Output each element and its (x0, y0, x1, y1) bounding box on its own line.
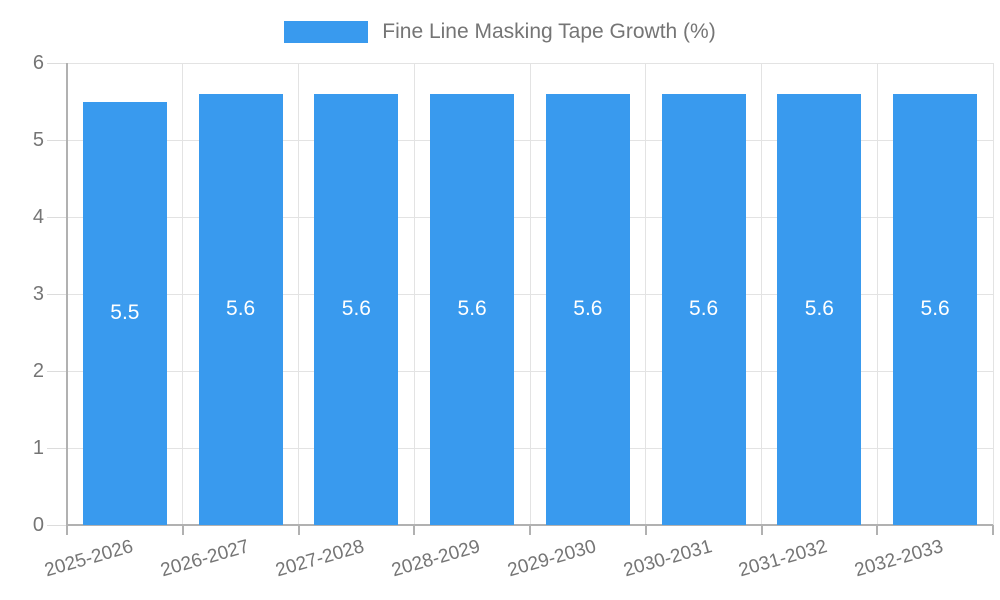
y-axis-tick-label: 4 (32, 206, 44, 228)
y-axis-tick-label: 3 (32, 283, 44, 305)
x-axis-tick (297, 525, 300, 535)
grid-line-vertical (413, 63, 415, 525)
y-axis-tick (47, 62, 67, 64)
bar-value-label: 5.6 (573, 297, 603, 321)
bar (430, 93, 515, 525)
bar (82, 101, 167, 525)
bar-value-label: 5.6 (457, 297, 487, 321)
bar (545, 93, 630, 525)
x-axis-tick (876, 525, 879, 535)
bar-value-label: 5.6 (804, 297, 834, 321)
y-axis-tick (47, 524, 67, 526)
y-axis-line (66, 63, 68, 535)
grid-line-vertical (182, 63, 184, 525)
grid-line-vertical (645, 63, 647, 525)
grid-line-vertical (992, 63, 994, 525)
grid-line-vertical (529, 63, 531, 525)
y-axis-tick-label: 0 (32, 514, 44, 536)
legend-swatch (284, 21, 369, 43)
bar-value-label: 5.6 (226, 297, 256, 321)
bar (314, 93, 399, 525)
y-axis-tick-label: 1 (32, 437, 44, 459)
bar-value-label: 5.5 (110, 301, 140, 325)
y-axis-tick (47, 447, 67, 449)
y-axis-tick-label: 5 (32, 129, 44, 151)
bar-value-label: 5.6 (341, 297, 371, 321)
bar (777, 93, 862, 525)
x-axis-tick (181, 525, 184, 535)
y-axis-tick (47, 293, 67, 295)
bar (661, 93, 746, 525)
bar-value-label: 5.6 (920, 297, 950, 321)
y-axis-tick-label: 6 (32, 52, 44, 74)
legend-label: Fine Line Masking Tape Growth (%) (382, 20, 716, 43)
grid-line-vertical (876, 63, 878, 525)
legend: Fine Line Masking Tape Growth (%) (0, 21, 1000, 43)
x-axis-tick (413, 525, 416, 535)
x-axis-tick (992, 525, 994, 535)
y-axis-tick (47, 216, 67, 218)
bar (893, 93, 978, 525)
y-axis-tick (47, 370, 67, 372)
bar-value-label: 5.6 (689, 297, 719, 321)
grid-line-vertical (761, 63, 762, 525)
x-axis-line (67, 524, 993, 526)
x-axis-tick (644, 525, 647, 535)
bar (198, 93, 283, 525)
grid-line-vertical (298, 63, 299, 525)
x-axis-tick (760, 525, 763, 535)
y-axis-tick-label: 2 (32, 360, 44, 382)
x-axis-tick (529, 525, 531, 535)
y-axis-tick (47, 139, 67, 141)
